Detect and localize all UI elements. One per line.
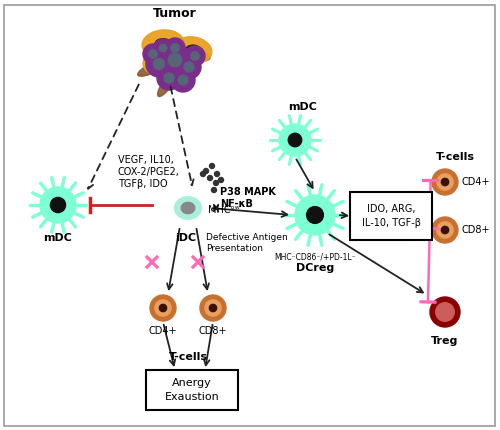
- Ellipse shape: [142, 30, 184, 58]
- Circle shape: [50, 197, 66, 212]
- Circle shape: [146, 51, 172, 77]
- Circle shape: [155, 300, 171, 316]
- Ellipse shape: [176, 47, 210, 61]
- Circle shape: [437, 174, 453, 190]
- Ellipse shape: [186, 45, 200, 55]
- Circle shape: [437, 222, 453, 238]
- Text: CD8+: CD8+: [462, 225, 490, 235]
- Circle shape: [143, 44, 163, 64]
- Ellipse shape: [170, 46, 196, 54]
- Ellipse shape: [138, 58, 172, 76]
- FancyBboxPatch shape: [350, 192, 432, 240]
- Text: T-cells: T-cells: [168, 352, 207, 362]
- Circle shape: [306, 206, 324, 224]
- Circle shape: [154, 58, 164, 70]
- Circle shape: [185, 46, 205, 66]
- Ellipse shape: [155, 39, 171, 49]
- Ellipse shape: [177, 66, 189, 74]
- Circle shape: [168, 53, 181, 67]
- Text: mDC: mDC: [44, 233, 72, 243]
- Circle shape: [165, 38, 185, 58]
- Text: VEGF, IL10,
COX-2/PGE2,
TGFβ, IDO: VEGF, IL10, COX-2/PGE2, TGFβ, IDO: [118, 155, 180, 189]
- Text: P38 MAPK
NF-κB: P38 MAPK NF-κB: [220, 187, 276, 209]
- Ellipse shape: [152, 60, 162, 68]
- Circle shape: [154, 39, 172, 57]
- Circle shape: [200, 172, 205, 176]
- Circle shape: [150, 295, 176, 321]
- Circle shape: [432, 217, 458, 243]
- Circle shape: [159, 44, 191, 76]
- Circle shape: [171, 68, 195, 92]
- FancyBboxPatch shape: [146, 370, 238, 410]
- Circle shape: [200, 295, 226, 321]
- Circle shape: [295, 195, 335, 235]
- Circle shape: [214, 181, 218, 185]
- Circle shape: [436, 303, 454, 321]
- Text: CD8+: CD8+: [199, 326, 227, 336]
- Circle shape: [164, 73, 174, 83]
- Circle shape: [191, 52, 199, 60]
- Circle shape: [218, 178, 224, 182]
- Circle shape: [205, 300, 221, 316]
- Text: Tumor: Tumor: [153, 7, 197, 20]
- Ellipse shape: [168, 58, 198, 81]
- Text: iDC: iDC: [176, 233, 197, 243]
- Circle shape: [432, 169, 458, 195]
- Circle shape: [442, 178, 448, 186]
- Circle shape: [430, 297, 460, 327]
- Circle shape: [279, 124, 311, 156]
- Text: MHC⁻CD86⁻/+PD-1L⁻: MHC⁻CD86⁻/+PD-1L⁻: [274, 252, 356, 261]
- Circle shape: [214, 172, 220, 176]
- Circle shape: [157, 66, 181, 90]
- Circle shape: [40, 187, 76, 223]
- Text: T-cells: T-cells: [436, 152, 474, 162]
- Text: mDC: mDC: [288, 102, 318, 112]
- Circle shape: [177, 55, 201, 79]
- Text: Anergy
Exaustion: Anergy Exaustion: [164, 378, 220, 402]
- Circle shape: [160, 304, 166, 312]
- Ellipse shape: [174, 37, 212, 63]
- Circle shape: [210, 163, 214, 169]
- Text: Treg: Treg: [432, 336, 458, 346]
- Circle shape: [159, 44, 167, 52]
- Text: CD4+: CD4+: [149, 326, 177, 336]
- Text: Defective Antigen
Presentation: Defective Antigen Presentation: [206, 233, 288, 253]
- Ellipse shape: [181, 203, 195, 214]
- Text: DCreg: DCreg: [296, 263, 334, 273]
- Circle shape: [171, 44, 179, 52]
- Ellipse shape: [174, 197, 202, 219]
- Text: CD4+: CD4+: [462, 177, 490, 187]
- Text: MHCᵒʷ: MHCᵒʷ: [208, 205, 240, 215]
- Text: IDO, ARG,
IL-10, TGF-β: IDO, ARG, IL-10, TGF-β: [362, 204, 420, 227]
- Circle shape: [178, 75, 188, 85]
- Circle shape: [149, 50, 157, 58]
- Circle shape: [204, 169, 208, 173]
- Circle shape: [288, 133, 302, 147]
- Circle shape: [210, 304, 216, 312]
- Circle shape: [442, 226, 448, 233]
- Circle shape: [208, 175, 212, 181]
- Ellipse shape: [143, 53, 171, 75]
- Circle shape: [184, 62, 194, 72]
- Ellipse shape: [158, 71, 176, 97]
- Circle shape: [212, 187, 216, 193]
